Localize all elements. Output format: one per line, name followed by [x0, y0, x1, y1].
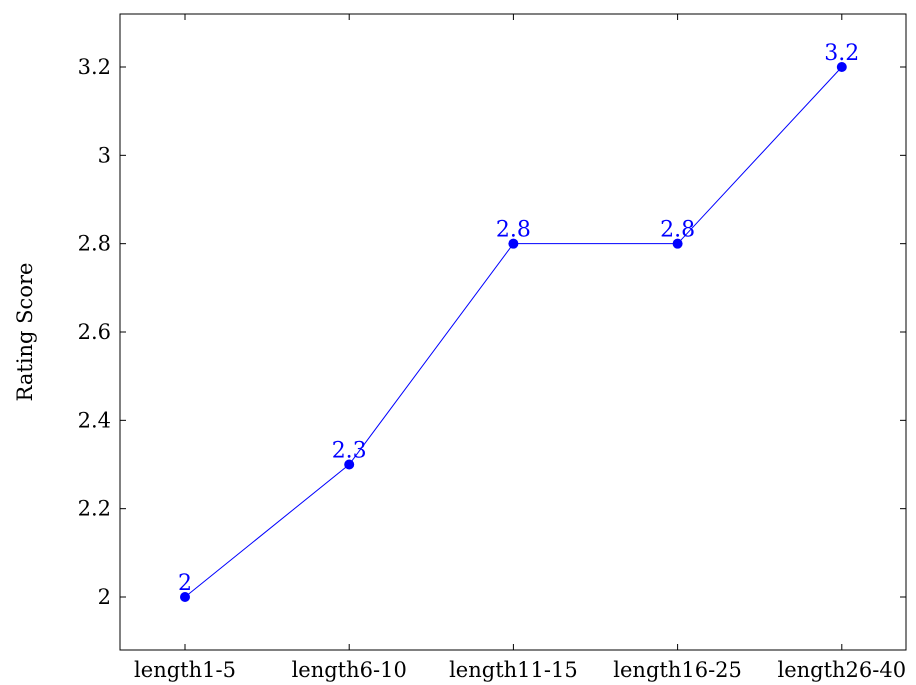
data-point	[672, 238, 683, 249]
data-point	[344, 459, 355, 470]
x-tick-label: length11-15	[449, 658, 578, 682]
y-tick-label: 3	[98, 143, 111, 167]
y-tick-label: 2.8	[78, 232, 111, 256]
y-tick-label: 2.2	[78, 497, 111, 521]
x-tick-label: length1-5	[134, 658, 236, 682]
y-tick-label: 2.4	[78, 408, 111, 432]
x-tick-label: length26-40	[777, 658, 906, 682]
x-tick-label: length16-25	[613, 658, 742, 682]
data-point	[836, 62, 847, 72]
series-group: 2 2.3 2.8 2.8 3.2	[178, 41, 859, 602]
data-label: 2.8	[660, 218, 695, 243]
data-point	[180, 592, 190, 602]
data-point	[508, 238, 519, 249]
y-axis-title: Rating Score	[13, 263, 37, 402]
data-label: 2.8	[496, 218, 531, 243]
y-tick-label: 3.2	[78, 55, 111, 79]
x-tick-label: length6-10	[292, 658, 407, 682]
data-label: 2.3	[332, 439, 367, 464]
series-line	[184, 66, 843, 598]
plot-area-frame	[119, 13, 907, 651]
data-label: 2	[178, 571, 192, 596]
y-tick-label: 2	[98, 585, 111, 609]
y-tick-label: 2.6	[78, 320, 111, 344]
data-label: 3.2	[824, 41, 859, 66]
y-axis-ticks: 2 2.2 2.4 2.6 2.8 3 3.2	[78, 55, 906, 609]
x-axis-ticks: length1-5 length6-10 length11-15 length16-2…	[134, 14, 906, 682]
